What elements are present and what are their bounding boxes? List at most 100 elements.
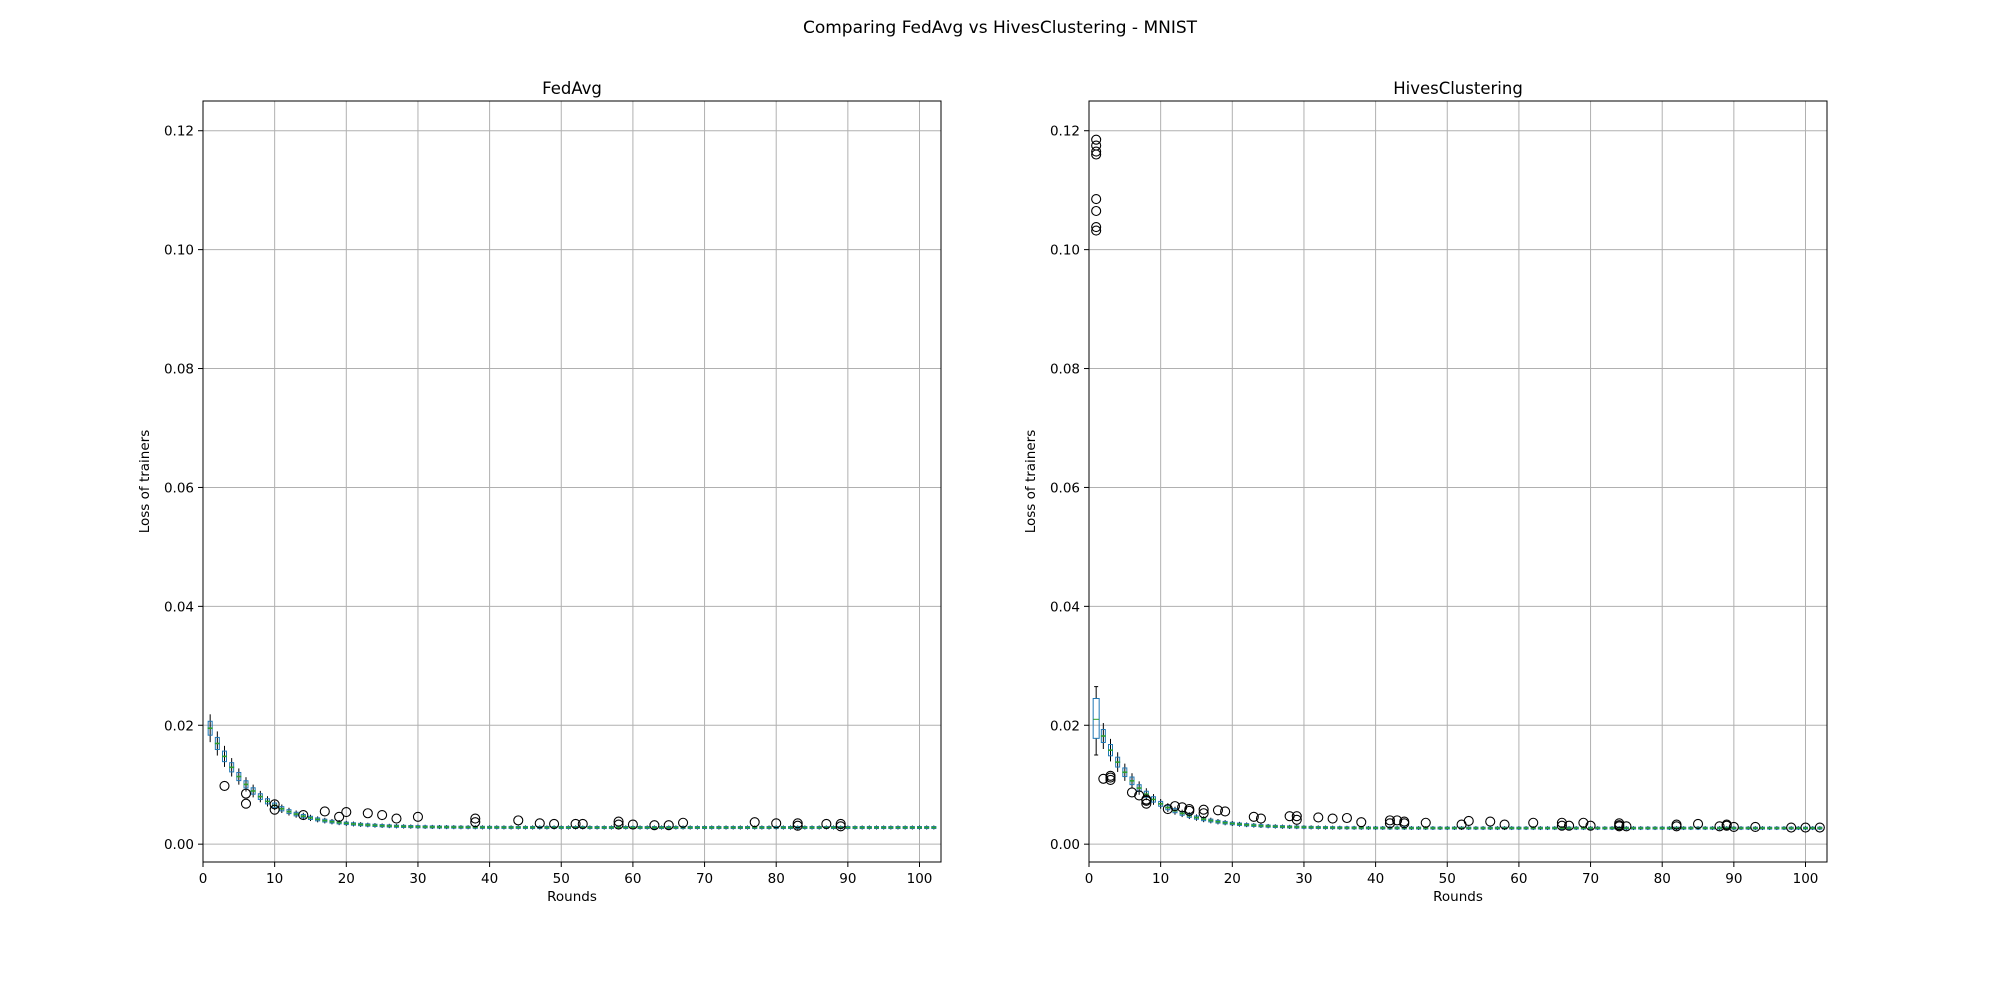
chart-0-outlier-point-10 xyxy=(377,809,388,821)
chart-1-outlier-point-30 xyxy=(1291,814,1302,825)
chart-1-outlier-point-36 xyxy=(1384,818,1395,829)
chart-1-x-tick-label-2: 20 xyxy=(1224,871,1241,887)
chart-1-outlier-point-5 xyxy=(1091,205,1102,217)
chart-0-outlier-point-12 xyxy=(412,811,424,822)
chart-1-outlier-point-15 xyxy=(1141,795,1152,806)
chart-1-outlier-point-32 xyxy=(1327,813,1338,824)
chart-1-outlier-point-40 xyxy=(1420,817,1431,828)
chart-1-outlier-point-23 xyxy=(1198,808,1209,819)
chart-1-outlier-point-44 xyxy=(1499,819,1510,830)
chart-0-outlier-point-30 xyxy=(821,818,832,830)
chart-1-outlier-point-39 xyxy=(1399,818,1410,829)
chart-1-x-tick-label-9: 90 xyxy=(1725,871,1742,887)
chart-0-outlier-point-32 xyxy=(835,821,846,832)
chart-0-outlier-point-28 xyxy=(792,818,803,829)
chart-0-x-tick-label-7: 70 xyxy=(696,871,713,887)
chart-1-y-tick-label-2: 0.04 xyxy=(1050,599,1080,615)
chart-0-x-tick-label-9: 90 xyxy=(839,871,856,887)
chart-1-outlier-point-8 xyxy=(1098,773,1109,784)
chart-1-outlier-point-29 xyxy=(1291,811,1302,822)
chart-0-x-tick-label-6: 60 xyxy=(624,871,641,887)
chart-1-y-tick-label-1: 0.02 xyxy=(1050,718,1080,734)
chart-1-outlier-point-18 xyxy=(1169,801,1181,812)
chart-1-outlier-point-60 xyxy=(1721,820,1732,831)
chart-1-x-tick-label-6: 60 xyxy=(1510,871,1527,887)
chart-1-outlier-point-21 xyxy=(1184,805,1195,816)
chart-0-outlier-point-0 xyxy=(219,780,230,791)
chart-0-x-tick-label-5: 50 xyxy=(553,871,570,887)
chart-0-x-tick-label-8: 80 xyxy=(768,871,785,887)
chart-1-outlier-point-57 xyxy=(1692,818,1704,830)
chart-0-y-tick-label-1: 0.02 xyxy=(164,718,194,734)
chart-0-outlier-point-3 xyxy=(269,799,280,810)
chart-0-outlier-point-31 xyxy=(835,818,846,830)
chart-0-y-tick-label-6: 0.12 xyxy=(164,124,194,140)
chart-1-outlier-point-4 xyxy=(1091,194,1102,205)
chart-1-y-tick-label-0: 0.00 xyxy=(1050,837,1080,853)
chart-1-outlier-point-64 xyxy=(1800,822,1811,833)
figure-title: Comparing FedAvg vs HivesClustering - MN… xyxy=(803,18,1198,38)
chart-1-outlier-point-37 xyxy=(1392,815,1403,826)
chart-0-x-tick-label-3: 30 xyxy=(409,871,426,887)
hivesclustering-panel: 0 10 20 30 40 50 60 70 80 90 100 0.00 0.02 0.04 0.06 0.… xyxy=(1023,79,1828,905)
chart-1-y-axis-label: Loss of trainers xyxy=(1023,430,1039,534)
chart-0-outlier-point-8 xyxy=(341,807,352,818)
chart-1-outlier-point-43 xyxy=(1485,816,1496,827)
chart-1-outlier-point-0 xyxy=(1091,134,1102,145)
chart-0-outlier-point-23 xyxy=(649,820,660,831)
chart-0-outlier-point-5 xyxy=(298,809,309,821)
chart-0-outlier-point-7 xyxy=(334,811,345,822)
chart-1-outlier-point-6 xyxy=(1091,221,1102,233)
chart-1-y-tick-label-5: 0.10 xyxy=(1050,243,1080,259)
chart-1-title: HivesClustering xyxy=(1393,79,1523,98)
chart-0-outlier-point-17 xyxy=(549,818,560,830)
chart-1-box-1 xyxy=(1092,698,1100,739)
chart-1-x-tick-label-3: 30 xyxy=(1295,871,1312,887)
chart-0-outlier-point-20 xyxy=(613,816,624,827)
chart-0-outlier-point-27 xyxy=(771,818,782,829)
chart-1-outlier-point-7 xyxy=(1091,225,1102,236)
chart-1-outlier-point-17 xyxy=(1162,804,1173,815)
chart-0-outlier-point-4 xyxy=(269,804,280,815)
chart-0-y-tick-label-4: 0.08 xyxy=(164,362,194,378)
chart-1-outlier-point-54 xyxy=(1621,821,1632,832)
chart-0-outlier-point-1 xyxy=(240,788,252,799)
fedavg-panel: 0 10 20 30 40 50 60 70 80 90 100 0.00 0.02 0.04 0.06 0.… xyxy=(137,79,942,905)
chart-1-outlier-point-35 xyxy=(1384,815,1395,826)
chart-1-outlier-point-53 xyxy=(1614,821,1625,832)
chart-0-y-tick-label-2: 0.04 xyxy=(164,599,194,615)
chart-1-outlier-point-31 xyxy=(1313,812,1324,823)
chart-0-outlier-point-6 xyxy=(319,806,330,817)
chart-0-x-tick-label-0: 0 xyxy=(199,871,208,887)
chart-1-x-tick-label-10: 100 xyxy=(1793,871,1819,887)
chart-0-outlier-point-24 xyxy=(663,820,674,831)
chart-1-x-tick-label-5: 50 xyxy=(1439,871,1456,887)
chart-1-outlier-point-62 xyxy=(1750,821,1761,832)
chart-1-outlier-point-65 xyxy=(1814,822,1825,833)
chart-1-outlier-point-46 xyxy=(1556,817,1567,828)
chart-0-outlier-point-18 xyxy=(570,818,581,830)
chart-0-y-axis-label: Loss of trainers xyxy=(137,430,153,534)
chart-1-outlier-point-50 xyxy=(1585,820,1596,831)
chart-0-outlier-point-25 xyxy=(678,817,689,828)
chart-1-outlier-point-48 xyxy=(1564,820,1575,831)
chart-1-outlier-point-56 xyxy=(1671,821,1682,832)
chart-1-outlier-point-12 xyxy=(1126,787,1138,798)
chart-1-outlier-point-49 xyxy=(1578,817,1589,828)
chart-1-outlier-point-25 xyxy=(1220,806,1231,817)
chart-1-outlier-point-63 xyxy=(1786,822,1797,833)
chart-0-outlier-point-16 xyxy=(534,818,545,829)
chart-0-y-tick-label-5: 0.10 xyxy=(164,243,194,259)
chart-0-outlier-point-2 xyxy=(240,798,252,809)
chart-1-outlier-point-45 xyxy=(1528,817,1539,828)
chart-0-x-tick-label-2: 20 xyxy=(338,871,355,887)
chart-0-outlier-point-11 xyxy=(391,813,402,824)
chart-1-axes-frame xyxy=(1088,100,1828,863)
chart-0-y-tick-label-3: 0.06 xyxy=(164,480,194,496)
chart-1-outlier-point-27 xyxy=(1255,813,1267,824)
chart-0-x-tick-label-10: 100 xyxy=(907,871,933,887)
chart-0-title: FedAvg xyxy=(542,79,602,98)
chart-1-y-tick-label-4: 0.08 xyxy=(1050,362,1080,378)
chart-0-outlier-point-14 xyxy=(470,817,481,828)
